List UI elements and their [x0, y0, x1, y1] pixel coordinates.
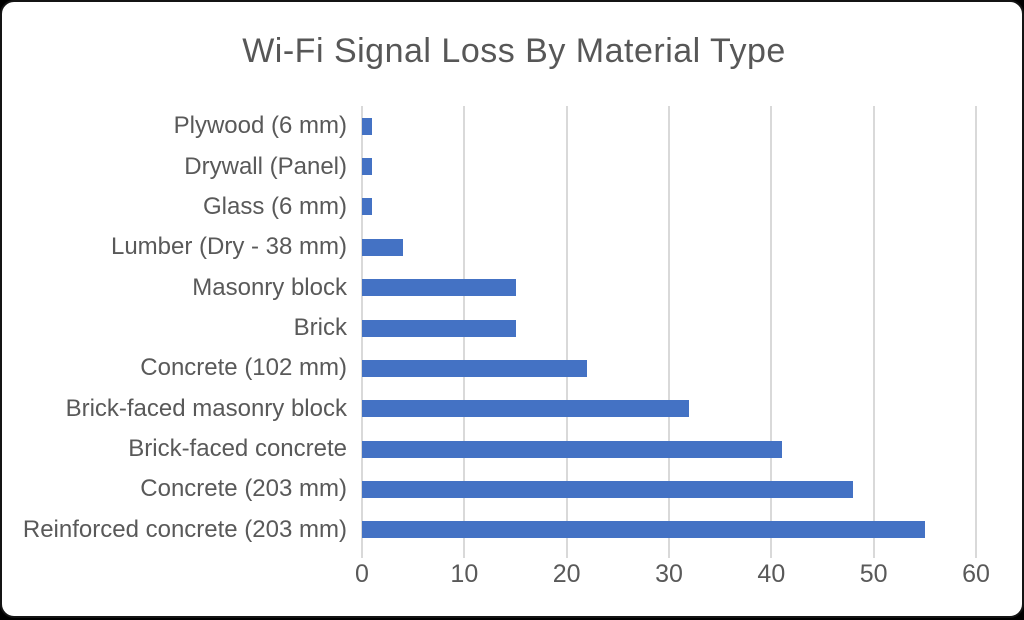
- x-axis-tick-label: 20: [552, 560, 581, 588]
- x-axis-tick-mark: [463, 550, 466, 558]
- category-label: Plywood (6 mm): [173, 112, 347, 140]
- bar: [362, 480, 854, 498]
- category-label: Brick-faced concrete: [128, 435, 347, 463]
- category-label: Brick: [293, 314, 347, 341]
- x-axis-tick-label: 30: [655, 560, 683, 588]
- x-axis-tick-label: 60: [962, 560, 990, 588]
- x-axis-tick-mark: [668, 550, 670, 558]
- category-label: Drywall (Panel): [184, 152, 347, 180]
- x-axis-tick-mark: [872, 550, 875, 558]
- bar: [362, 400, 690, 418]
- category-axis: Plywood (6 mm) Drywall (Panel) Glass (6 mm…: [2, 106, 347, 550]
- x-axis-tick-label: 10: [450, 560, 479, 588]
- plot-area: [361, 106, 977, 550]
- category-label: Concrete (102 mm): [140, 354, 347, 382]
- bar: [362, 319, 516, 337]
- category-label: Brick-faced masonry block: [65, 394, 347, 422]
- x-axis-tick-label: 0: [355, 560, 369, 588]
- gridline: [975, 106, 977, 550]
- category-label: Glass (6 mm): [203, 192, 347, 220]
- gridline: [872, 106, 875, 550]
- x-axis-tick-label: 40: [757, 560, 786, 588]
- x-axis-tick-mark: [361, 550, 363, 558]
- bar: [362, 279, 516, 297]
- bar: [362, 198, 373, 216]
- x-axis-tick-mark: [565, 550, 568, 558]
- bar: [362, 117, 373, 135]
- category-label: Reinforced concrete (203 mm): [22, 515, 347, 543]
- bar: [362, 359, 588, 377]
- bar: [362, 521, 925, 539]
- bar: [362, 440, 782, 458]
- bar: [362, 158, 373, 176]
- x-axis-tick-mark: [770, 550, 773, 558]
- category-label: Concrete (203 mm): [140, 475, 347, 503]
- gridline: [770, 106, 773, 550]
- gridline: [565, 106, 568, 550]
- bar: [362, 238, 403, 256]
- category-label: Masonry block: [192, 273, 347, 301]
- x-axis-tick-label: 50: [859, 560, 888, 588]
- x-axis-tick-mark: [975, 550, 977, 558]
- gridline: [668, 106, 670, 550]
- chart-title: Wi-Fi Signal Loss By Material Type: [242, 32, 786, 70]
- category-label: Lumber (Dry - 38 mm): [110, 233, 347, 261]
